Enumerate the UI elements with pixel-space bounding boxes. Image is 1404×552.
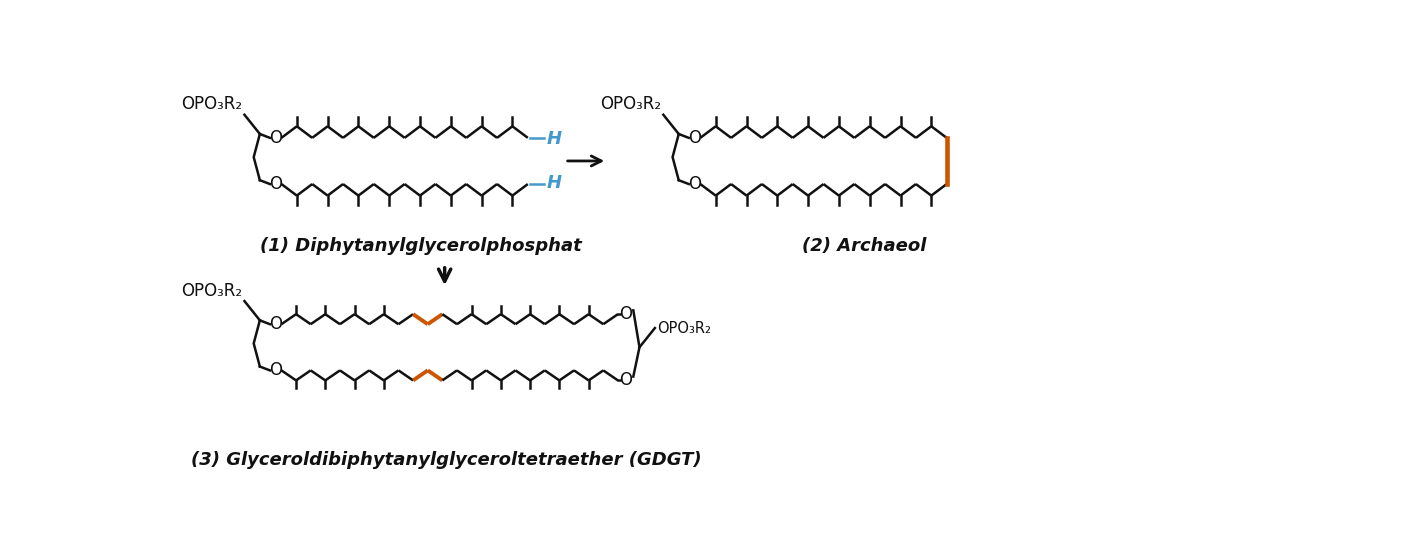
Text: O: O (619, 371, 632, 389)
Text: (3) Glyceroldibiphytanylglyceroltetraether (GDGT): (3) Glyceroldibiphytanylglyceroltetraeth… (191, 451, 701, 469)
Text: O: O (268, 315, 282, 333)
Text: (2) Archaeol: (2) Archaeol (802, 237, 927, 255)
Text: (1) Diphytanylglycerolphosphat: (1) Diphytanylglycerolphosphat (260, 237, 581, 255)
Text: O: O (619, 305, 632, 323)
Text: OPO₃R₂: OPO₃R₂ (657, 321, 712, 336)
Text: H: H (546, 130, 562, 147)
Text: OPO₃R₂: OPO₃R₂ (181, 282, 241, 300)
Text: O: O (268, 175, 282, 193)
Text: H: H (546, 174, 562, 192)
Text: O: O (688, 129, 701, 147)
Text: O: O (268, 362, 282, 379)
Text: OPO₃R₂: OPO₃R₂ (600, 95, 661, 113)
Text: O: O (688, 175, 701, 193)
Text: O: O (268, 129, 282, 147)
Text: OPO₃R₂: OPO₃R₂ (181, 95, 241, 113)
